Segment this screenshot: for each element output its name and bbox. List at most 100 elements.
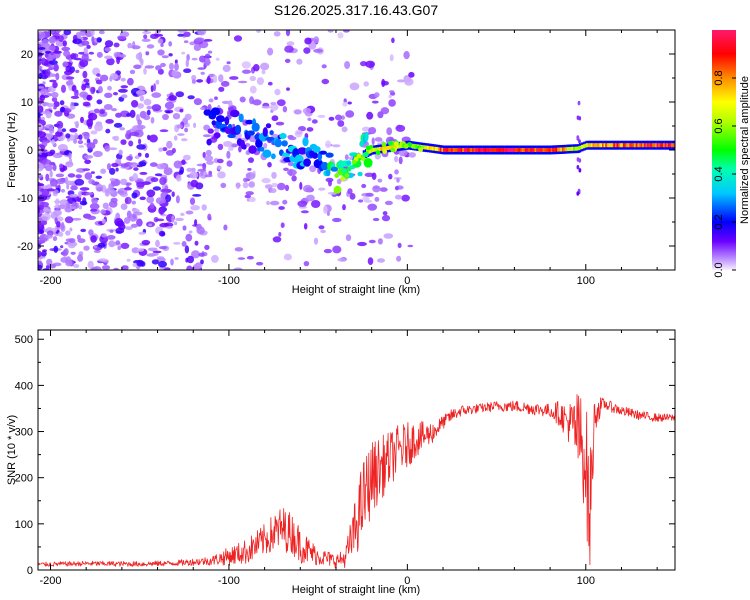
spectrogram-noise-blob <box>269 200 280 206</box>
spectrogram-noise-blob <box>272 236 282 243</box>
spectrogram-noise-blob <box>131 192 138 199</box>
spectrogram-noise-blob <box>47 30 57 35</box>
spectrogram-noise-blob <box>318 187 326 191</box>
spectrogram-spike-blob <box>576 115 580 120</box>
ridge-blob <box>325 169 331 177</box>
spectrogram-noise-blob <box>146 189 156 198</box>
ridge-core <box>502 148 505 152</box>
spectrogram-noise-blob <box>137 124 146 130</box>
spectrogram-noise-blob <box>86 118 94 127</box>
spectrogram-noise-blob <box>180 212 185 216</box>
spectrogram-noise-blob <box>134 155 140 160</box>
ridge-blob <box>333 185 342 194</box>
spectrogram-noise-blob <box>109 229 114 233</box>
spectrogram-noise-blob <box>65 65 72 73</box>
spectrogram-noise-blob <box>361 183 367 189</box>
ridge-core <box>391 145 394 150</box>
ridge-core <box>518 148 521 152</box>
spectrogram-noise-blob <box>158 230 166 237</box>
spectrogram-noise-blob <box>181 159 186 165</box>
colorbar-tick-label: 0.0 <box>713 262 725 277</box>
spectrogram-noise-blob <box>149 162 158 167</box>
ridge-core <box>524 148 527 152</box>
spectrogram-noise-blob <box>396 255 402 262</box>
spectrogram-noise-blob <box>66 183 70 190</box>
snr-y-tick-label: 200 <box>15 473 33 485</box>
spectrogram-noise-blob <box>323 205 328 214</box>
ridge-core <box>597 143 600 148</box>
spectrogram-noise-blob <box>81 83 86 91</box>
spectrogram-noise-blob <box>345 234 352 242</box>
spectrogram-noise-blob <box>242 181 249 189</box>
spectrogram-noise-blob <box>75 174 82 179</box>
spectrogram-noise-blob <box>186 265 193 270</box>
spectrogram-noise-blob <box>95 175 103 179</box>
ridge-core <box>467 148 470 152</box>
ridge-core <box>595 143 598 148</box>
spectrogram-noise-blob <box>127 42 133 49</box>
spectrogram-noise-blob <box>342 101 348 107</box>
ridge-highlight-blob <box>360 156 366 162</box>
spectrogram-noise-blob <box>313 48 323 53</box>
spectrogram-noise-blob <box>106 57 115 66</box>
spectrogram-noise-blob <box>114 218 124 227</box>
colorbar-tick-label: 0.2 <box>713 214 725 229</box>
spectrogram-noise-blob <box>38 185 41 193</box>
ridge-core <box>428 146 431 151</box>
spectrogram-noise-blob <box>38 173 44 179</box>
spectrogram-noise-blob <box>70 95 80 99</box>
spectrogram-noise-blob <box>77 140 84 145</box>
spectrogram-noise-blob <box>40 116 46 121</box>
spectrogram-noise-blob <box>285 30 291 37</box>
spectrogram-noise-blob <box>168 95 177 101</box>
spectrogram-noise-blob <box>64 70 73 76</box>
ridge-core <box>611 143 614 148</box>
spectrogram-noise-blob <box>216 158 224 164</box>
spectrogram-noise-blob <box>236 182 240 190</box>
spectrogram-noise-blob <box>81 40 90 46</box>
spectrogram-noise-blob <box>170 258 174 266</box>
spectrogram-noise-blob <box>104 47 112 52</box>
spectrogram-spike-blob <box>576 135 580 140</box>
spectrogram-noise-blob <box>377 178 383 183</box>
spectrogram-noise-blob <box>131 200 136 205</box>
spectrogram-noise-blob <box>271 182 278 188</box>
spectrogram-noise-blob <box>55 131 63 137</box>
spectrogram-noise-blob <box>65 80 74 86</box>
spectrogram-noise-blob <box>199 55 206 63</box>
spectrogram-noise-blob <box>284 58 291 64</box>
ridge-core <box>629 143 632 148</box>
spectrogram-noise-blob <box>190 179 199 188</box>
ridge-core <box>374 147 376 152</box>
spectrogram-noise-blob <box>136 248 145 252</box>
ridge-core <box>486 148 489 152</box>
spectrogram-noise-blob <box>45 265 50 270</box>
spectrogram-noise-blob <box>113 92 118 96</box>
spectrogram-noise-blob <box>90 130 98 135</box>
spectrogram-noise-blob <box>365 60 375 68</box>
spectrogram-noise-blob <box>197 67 206 70</box>
spectrogram-noise-blob <box>217 165 222 170</box>
ridge-core <box>626 143 629 148</box>
spectrogram-noise-blob <box>326 211 330 216</box>
ridge-core <box>666 143 669 148</box>
spectrogram-noise-blob <box>256 30 261 33</box>
ridge-blob <box>269 130 274 136</box>
ridge-core <box>507 148 510 152</box>
spectrogram-noise-blob <box>328 179 332 187</box>
snr-panel: -200 -100 0 100 0 100 200 300 400 500 Height of … <box>6 329 676 596</box>
spectrogram-noise-blob <box>115 240 121 246</box>
ridge-core <box>499 148 502 152</box>
spectrogram-noise-blob <box>57 144 68 152</box>
spectrogram-noise-blob <box>139 196 146 201</box>
spectrogram-noise-blob <box>69 105 76 110</box>
spectrogram-noise-blob <box>293 109 302 115</box>
ridge-core <box>549 148 551 152</box>
ridge-blob <box>238 113 244 123</box>
snr-plot-area <box>38 394 675 569</box>
spectrogram-noise-blob <box>328 116 335 121</box>
ridge-core <box>622 143 625 148</box>
spectrogram-noise-blob <box>372 217 380 222</box>
spectrogram-noise-blob <box>139 171 148 175</box>
ridge-core <box>436 147 439 152</box>
